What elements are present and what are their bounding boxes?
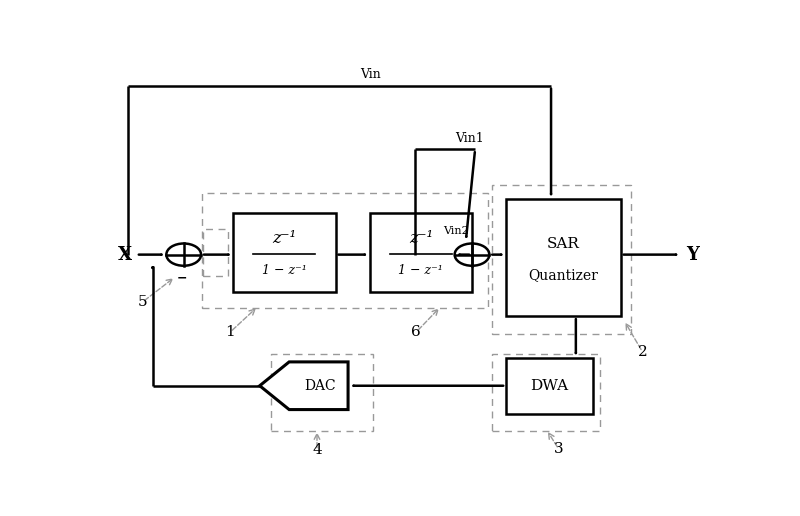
Bar	[270, 354, 373, 431]
Bar	[203, 229, 228, 277]
Text: Y: Y	[686, 246, 698, 264]
Text: 2: 2	[638, 345, 647, 359]
Text: SAR: SAR	[547, 236, 580, 251]
Text: 5: 5	[138, 295, 147, 309]
Bar	[234, 213, 336, 293]
Bar	[506, 199, 621, 316]
Text: 4: 4	[312, 443, 322, 458]
Bar	[202, 193, 487, 308]
Text: −: −	[177, 272, 187, 285]
Polygon shape	[260, 362, 348, 410]
Text: Vin2: Vin2	[443, 225, 469, 235]
Text: 1 − z⁻¹: 1 − z⁻¹	[398, 264, 443, 277]
Bar	[370, 213, 472, 293]
Text: z⁻¹: z⁻¹	[272, 230, 297, 247]
Text: DWA: DWA	[530, 379, 569, 393]
Text: 6: 6	[411, 325, 421, 339]
Bar	[492, 185, 631, 334]
Text: X: X	[118, 246, 132, 264]
Text: 3: 3	[554, 442, 564, 456]
Bar	[506, 358, 593, 413]
Text: Vin: Vin	[360, 68, 381, 81]
Text: 1: 1	[226, 325, 235, 339]
Text: DAC: DAC	[304, 379, 336, 393]
Text: z⁻¹: z⁻¹	[409, 230, 433, 247]
Text: Quantizer: Quantizer	[529, 268, 598, 282]
Bar	[492, 354, 600, 431]
Text: Vin1: Vin1	[455, 132, 484, 144]
Text: 1 − z⁻¹: 1 − z⁻¹	[262, 264, 307, 277]
